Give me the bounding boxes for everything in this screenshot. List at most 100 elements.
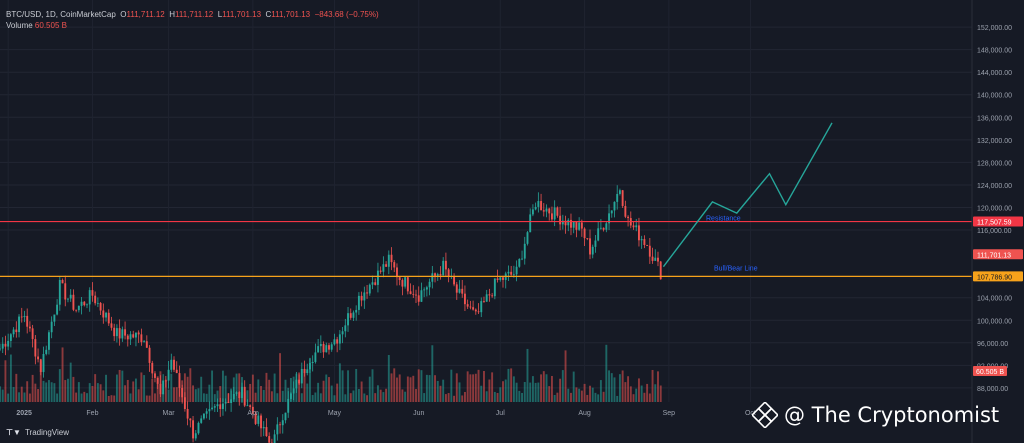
volume-bar [314, 392, 317, 402]
volume-bar [616, 395, 619, 402]
volume-bar [99, 384, 102, 402]
x-tick-label: May [328, 410, 342, 417]
candle-body [64, 283, 67, 300]
candle-body [200, 418, 203, 423]
volume-bar [360, 381, 363, 402]
candle-body [355, 309, 358, 313]
candle-body [23, 315, 26, 318]
candle-body [159, 383, 162, 395]
tradingview-brand[interactable]: ⊤▼ TradingView [6, 428, 69, 437]
gridlines [0, 0, 972, 402]
volume-bar [145, 395, 148, 402]
volume-bar [124, 385, 127, 402]
volume-bar [564, 350, 567, 402]
candle-body [594, 240, 597, 247]
candle-body [363, 292, 366, 301]
candle-body [572, 221, 575, 228]
volume-bar [428, 375, 431, 402]
volume-bar [586, 394, 589, 402]
volume-bar [140, 372, 143, 402]
candle-body [309, 363, 311, 370]
volume-bar [578, 388, 581, 402]
candle-body [556, 207, 559, 216]
candle-body [561, 220, 564, 225]
volume-bar [289, 378, 292, 402]
candle-body [352, 312, 355, 318]
volume-bar [657, 371, 659, 402]
volume-bar [31, 374, 34, 402]
volume-bar [556, 392, 559, 402]
volume-bar [151, 378, 154, 402]
binance-diamond-icon [752, 402, 778, 428]
support-text: Bull/Bear Line [714, 265, 758, 272]
volume-bar [499, 387, 502, 402]
volume-bar [512, 376, 515, 402]
y-tick-label: 128,000.00 [977, 160, 1012, 167]
candle-body [610, 210, 613, 214]
volume-bar [47, 380, 50, 402]
candle-body [398, 277, 401, 281]
candle-body [534, 206, 537, 210]
volume-bar [567, 388, 570, 402]
volume-bar [200, 376, 203, 402]
candle-body [0, 348, 1, 350]
volume-bar [632, 394, 635, 402]
y-tick-label: 152,000.00 [977, 25, 1012, 32]
candle-body [219, 404, 222, 409]
candle-body [162, 380, 165, 395]
volume-bar [591, 387, 594, 402]
candle-body [102, 310, 105, 318]
support-price-tag-bg [973, 271, 1023, 282]
low-value: 111,701.13 [222, 10, 262, 19]
volume-bar [105, 374, 107, 402]
candle-body [618, 190, 621, 194]
volume-bar [602, 391, 605, 402]
candle-body [417, 295, 420, 302]
candle-body [178, 373, 181, 388]
candle-body [548, 208, 551, 214]
volume-bar [42, 380, 45, 402]
volume-bar [542, 371, 545, 402]
candle-body [183, 397, 186, 409]
volume-bar [0, 386, 1, 402]
low-label: L [217, 10, 223, 19]
volume-bar [20, 386, 23, 402]
candle-body [540, 201, 543, 211]
candle-body [69, 294, 72, 299]
volume-bar [213, 394, 216, 402]
volume-bar [219, 386, 222, 402]
volume-bar [23, 392, 26, 402]
candle-body [336, 339, 339, 344]
volume-bar [67, 378, 69, 402]
volume-bar [18, 392, 20, 402]
candle-body [428, 281, 431, 288]
volume-bar [333, 395, 336, 402]
candle-body [458, 288, 461, 293]
candle-body [550, 213, 553, 220]
volume-bar [347, 370, 349, 402]
candle-body [578, 222, 581, 230]
volume-bar [570, 392, 572, 402]
volume-bar [502, 381, 504, 402]
candle-body [134, 332, 137, 338]
candle-body [137, 332, 140, 335]
candle-body [26, 315, 29, 327]
volume-bar [183, 373, 186, 402]
resistance-text: Resistance [706, 216, 741, 223]
volume-bar [635, 388, 638, 402]
candle-body [298, 379, 301, 384]
candle-body [393, 262, 396, 268]
candle-body [493, 278, 496, 297]
volume-bar [523, 382, 526, 402]
volume-bar [113, 395, 116, 402]
candle-body [627, 216, 630, 219]
candle-body [15, 329, 18, 333]
volume-bar [643, 392, 646, 402]
close-label: C [265, 10, 272, 19]
candle-body [338, 334, 341, 344]
candle-body [1, 343, 4, 349]
volume-bar [366, 395, 369, 402]
volume-bar [284, 379, 287, 402]
volume-bar [132, 381, 135, 402]
